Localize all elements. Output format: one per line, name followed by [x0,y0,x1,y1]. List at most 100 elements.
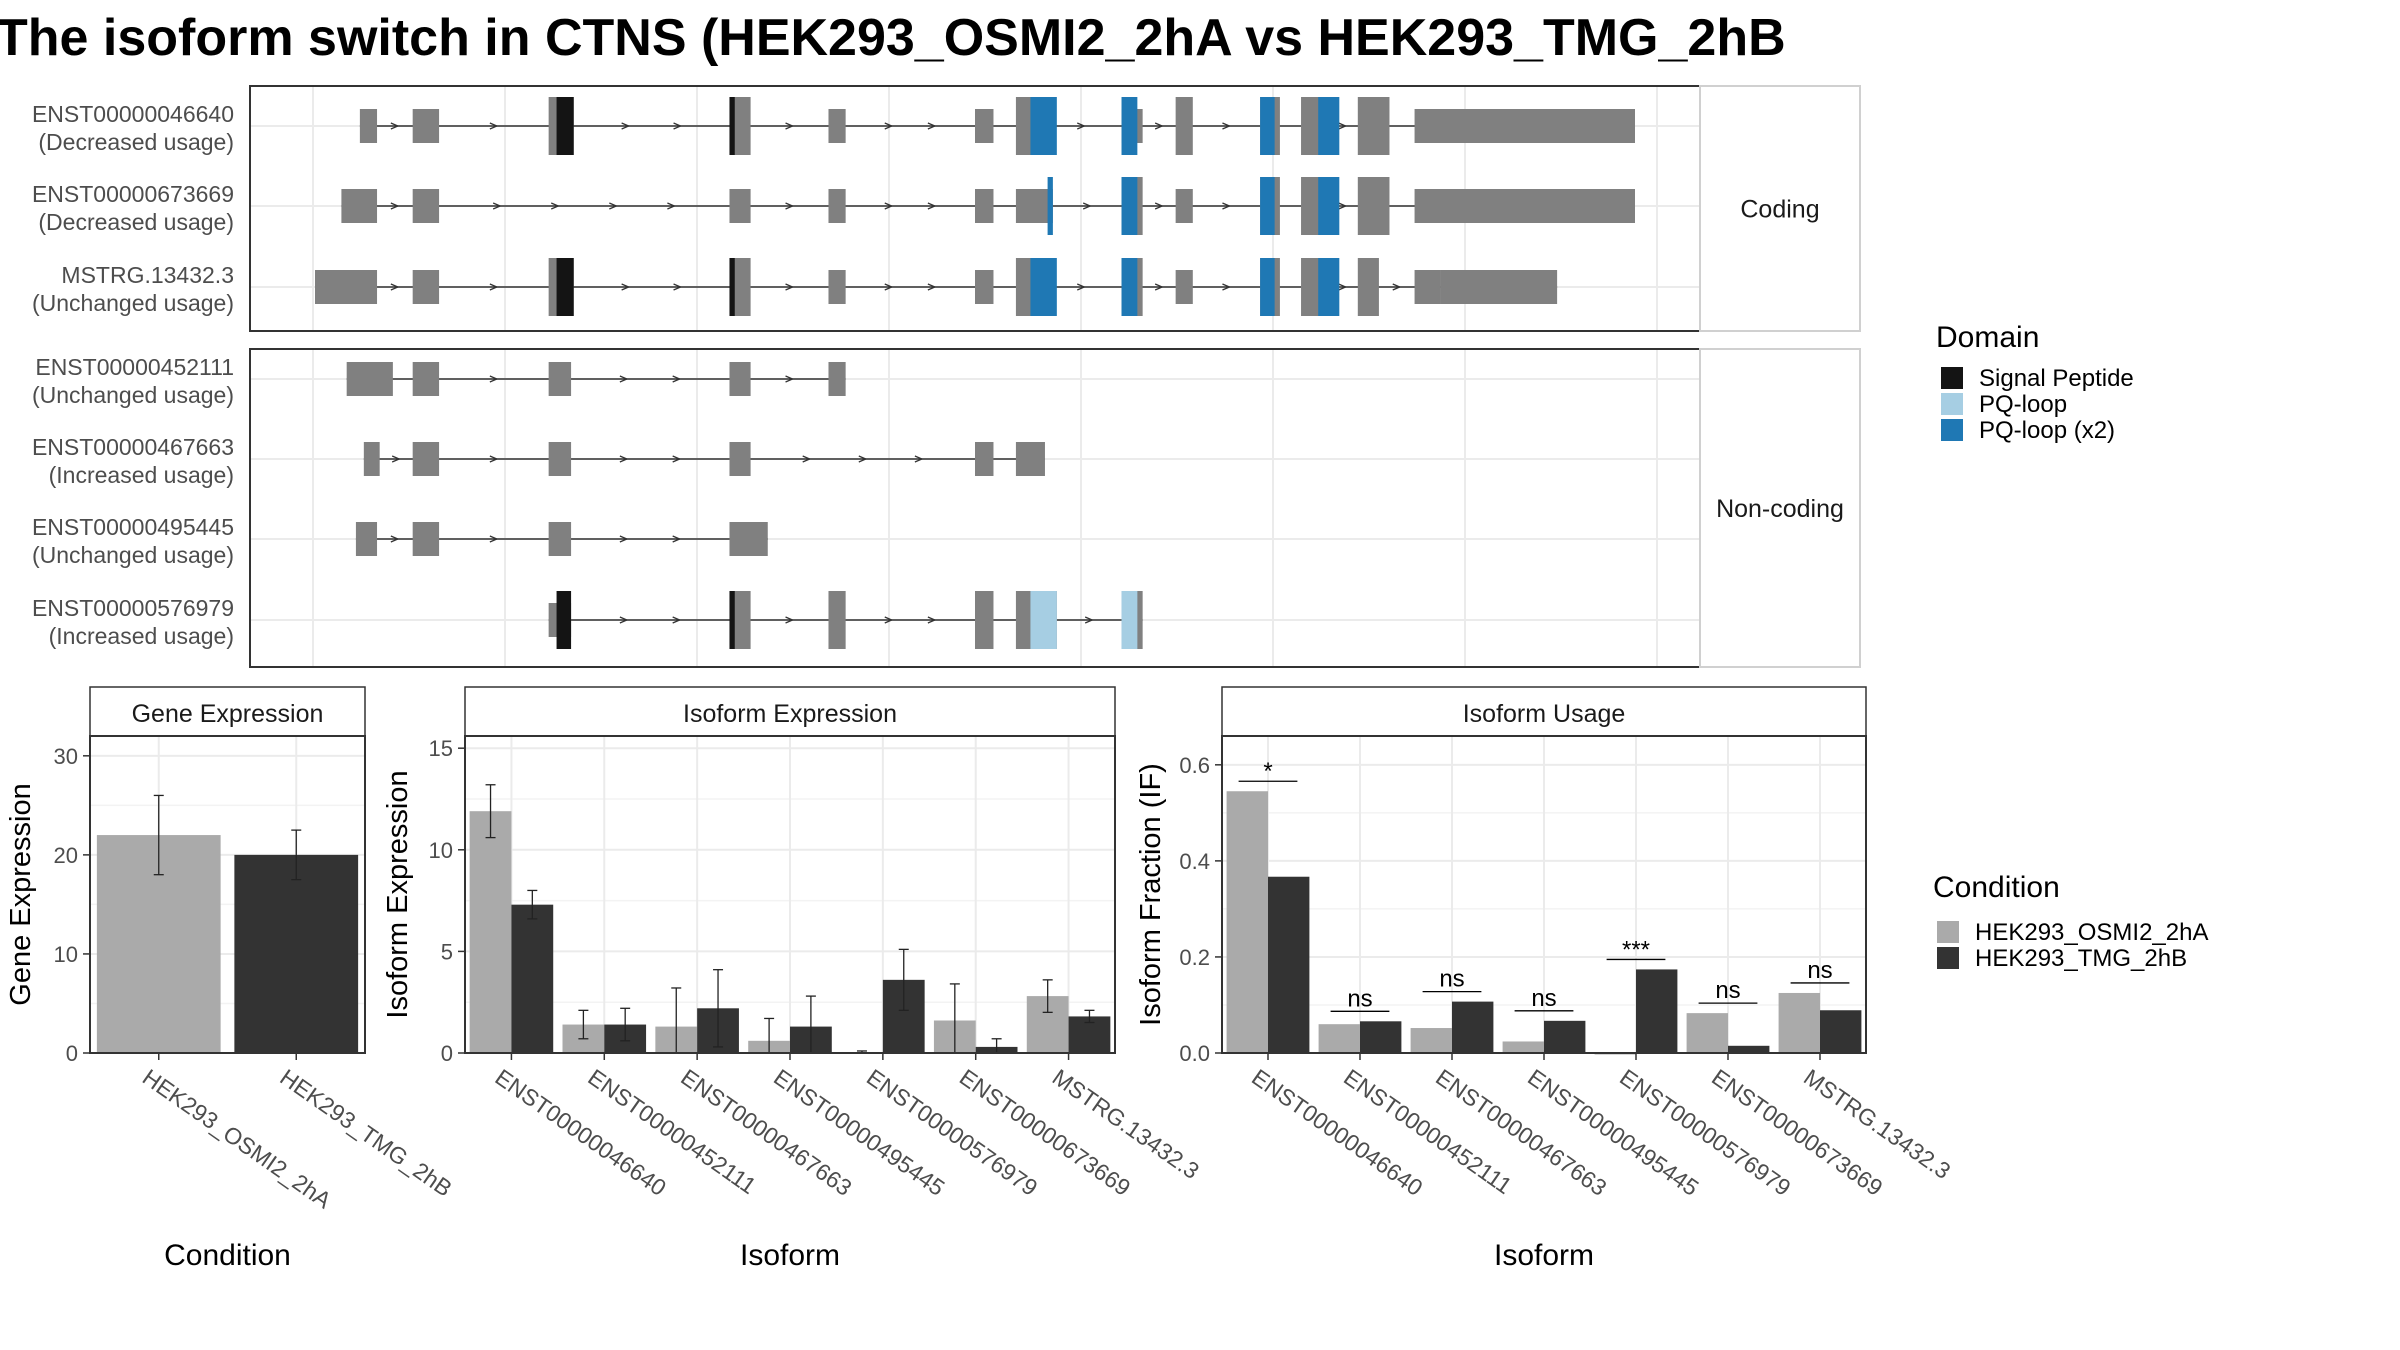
significance-label: ns [1715,977,1740,1004]
intron-arrow [672,455,682,463]
chart-strip [1221,686,1867,737]
domain-legend-key [1941,367,1963,389]
intron-arrow [884,283,894,291]
chart-isoform-expression: Isoform Expression051015ENST00000046640E… [382,686,1204,1272]
bar [1410,1028,1452,1053]
x-tick-label: ENST00000467663 [1431,1064,1611,1201]
condition-legend-title: Condition [1933,871,2060,904]
intron-arrow [884,616,894,624]
x-tick-label: ENST00000495445 [1523,1064,1703,1201]
exon [975,442,994,476]
transcript-ENST00000452111 [346,362,846,396]
exon [828,591,846,649]
facet-strip [1699,348,1861,668]
intron-arrow [785,616,795,624]
transcript-MSTRG.13432.3 [315,258,1558,316]
exon [729,189,751,223]
intron-arrow [884,202,894,210]
transcript-id-label: ENST00000495445 [32,514,234,540]
bar [1502,1041,1544,1053]
intron-arrow [667,202,677,210]
exon [975,109,994,143]
intron-arrow [673,122,683,130]
bar [1452,1001,1494,1053]
significance-label: ns [1531,985,1556,1012]
exon [1175,270,1193,304]
bar [234,854,359,1053]
bar [1778,992,1820,1053]
domain-signal-peptide [729,97,735,155]
bar [1318,1024,1360,1053]
exon [729,362,751,396]
x-tick-label: ENST00000495445 [769,1064,949,1201]
exon [1175,97,1193,155]
bar [1728,1045,1770,1053]
domain-signal-peptide [556,258,574,316]
intron-arrow [619,375,629,383]
domain-pq-loop-x2 [1030,97,1057,155]
chart-title: Gene Expression [132,700,324,728]
transcript-usage-label: (Unchanged usage) [32,290,234,316]
bar [1544,1020,1586,1053]
exon [412,189,440,223]
intron-arrow [489,283,499,291]
exon [346,362,393,396]
transcript-id-label: MSTRG.13432.3 [61,262,234,288]
domain-pq-loop-x2 [1260,258,1275,316]
x-tick-label: MSTRG.13432.3 [1799,1064,1955,1184]
x-axis-title: Isoform [1494,1239,1594,1272]
intron-arrow [672,375,682,383]
y-tick-label: 20 [54,843,78,868]
intron-arrow [621,283,631,291]
intron-arrow [673,283,683,291]
domain-pq-loop-x2 [1260,177,1275,235]
exon [1015,442,1045,476]
exon [412,442,440,476]
transcript-id-label: ENST00000576979 [32,595,234,621]
transcript-panel-0: ENST00000046640(Decreased usage)ENST0000… [32,85,1861,332]
exon [975,591,994,649]
chart-title: Isoform Expression [683,700,897,728]
intron-arrow [1084,616,1094,624]
exon [1440,270,1558,304]
transcript-ENST00000046640 [359,97,1635,155]
y-tick-label: 30 [54,744,78,769]
x-tick-label: ENST00000046640 [491,1064,671,1201]
bar [1360,1021,1402,1053]
transcript-usage-label: (Unchanged usage) [32,382,234,408]
y-tick-label: 10 [54,942,78,967]
x-tick-label: ENST00000452111 [583,1064,761,1199]
y-axis-title: Isoform Fraction (IF) [1135,763,1167,1026]
intron-arrow [1222,122,1232,130]
y-tick-label: 0.4 [1179,849,1210,874]
domain-pq-loop-x2 [1121,177,1138,235]
domain-pq-loop-x2 [1260,97,1275,155]
x-tick-label: ENST00000452111 [1339,1064,1517,1199]
y-tick-label: 0.6 [1179,753,1210,778]
transcript-id-label: ENST00000452111 [35,354,234,380]
exon [729,442,751,476]
exon [412,362,440,396]
domain-signal-peptide [729,591,735,649]
exon [412,109,440,143]
transcript-usage-label: (Increased usage) [49,623,234,649]
intron-arrow [621,122,631,130]
intron-arrow [1392,283,1402,291]
transcript-usage-label: (Decreased usage) [38,209,234,235]
domain-legend-label: PQ-loop [1979,391,2067,418]
domain-signal-peptide [729,258,735,316]
domain-signal-peptide [556,97,574,155]
intron-arrow [927,616,937,624]
significance-label: * [1263,758,1272,785]
intron-arrow [927,202,937,210]
domain-pq-loop-x2 [1318,177,1340,235]
intron-arrow [914,455,924,463]
y-tick-label: 10 [429,838,453,863]
transcript-id-label: ENST00000467663 [32,434,234,460]
transcript-usage-label: (Decreased usage) [38,129,234,155]
exon [1357,258,1379,316]
intron-arrow [1154,283,1164,291]
intron-arrow [785,122,795,130]
